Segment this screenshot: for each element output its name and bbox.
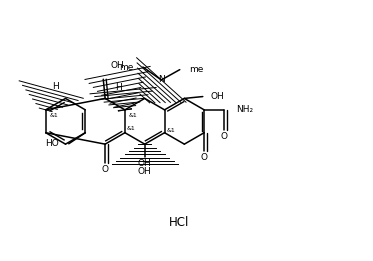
Text: &1: &1 xyxy=(166,128,175,133)
Text: &1: &1 xyxy=(129,113,137,118)
Text: HCl: HCl xyxy=(169,216,189,229)
Text: O: O xyxy=(101,165,109,174)
Text: me: me xyxy=(189,65,203,74)
Text: &1: &1 xyxy=(127,126,135,131)
Text: H: H xyxy=(115,83,122,92)
Text: N: N xyxy=(158,75,165,85)
Text: &1: &1 xyxy=(50,113,59,118)
Text: H: H xyxy=(52,82,59,91)
Text: NH₂: NH₂ xyxy=(236,105,253,114)
Text: me: me xyxy=(119,63,134,72)
Text: OH: OH xyxy=(138,167,151,176)
Text: OH: OH xyxy=(211,92,225,101)
Text: HO: HO xyxy=(45,139,59,148)
Text: OH: OH xyxy=(138,159,151,168)
Text: O: O xyxy=(201,153,208,162)
Text: O: O xyxy=(221,132,228,141)
Text: OH: OH xyxy=(111,61,125,70)
